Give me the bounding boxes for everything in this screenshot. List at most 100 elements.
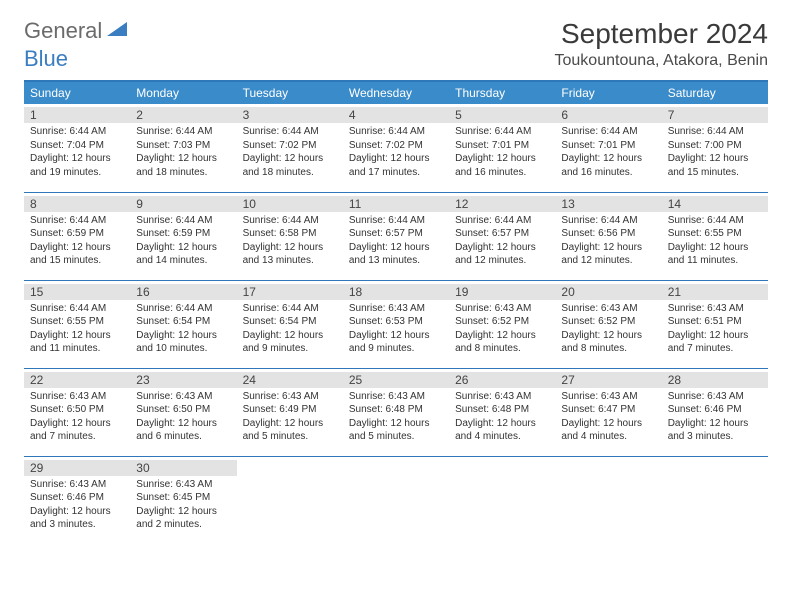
day-number: 10 [237,196,343,212]
daylight-text: and 9 minutes. [243,342,337,356]
sunset-text: Sunset: 6:54 PM [136,315,230,329]
sunrise-text: Sunrise: 6:43 AM [136,478,230,492]
day-number: 6 [555,107,661,123]
sunrise-text: Sunrise: 6:43 AM [668,302,762,316]
day-number: 3 [237,107,343,123]
day-number: 21 [662,284,768,300]
daylight-text: and 2 minutes. [136,518,230,532]
day-cell: 15Sunrise: 6:44 AMSunset: 6:55 PMDayligh… [24,280,130,368]
daylight-text: and 11 minutes. [30,342,124,356]
sunset-text: Sunset: 6:51 PM [668,315,762,329]
daylight-text: Daylight: 12 hours [668,417,762,431]
empty-cell [449,456,555,544]
day-number: 24 [237,372,343,388]
day-cell: 2Sunrise: 6:44 AMSunset: 7:03 PMDaylight… [130,104,236,192]
sunset-text: Sunset: 6:47 PM [561,403,655,417]
day-number: 29 [24,460,130,476]
sunrise-text: Sunrise: 6:43 AM [243,390,337,404]
daylight-text: Daylight: 12 hours [455,329,549,343]
sunrise-text: Sunrise: 6:44 AM [349,214,443,228]
daylight-text: and 16 minutes. [455,166,549,180]
day-cell: 5Sunrise: 6:44 AMSunset: 7:01 PMDaylight… [449,104,555,192]
daylight-text: Daylight: 12 hours [668,241,762,255]
sunrise-text: Sunrise: 6:44 AM [30,214,124,228]
day-cell: 8Sunrise: 6:44 AMSunset: 6:59 PMDaylight… [24,192,130,280]
sunrise-text: Sunrise: 6:44 AM [30,125,124,139]
sunset-text: Sunset: 7:01 PM [455,139,549,153]
day-number: 9 [130,196,236,212]
sunrise-text: Sunrise: 6:44 AM [561,214,655,228]
sunrise-text: Sunrise: 6:44 AM [668,125,762,139]
sunrise-text: Sunrise: 6:44 AM [349,125,443,139]
day-number: 22 [24,372,130,388]
sunrise-text: Sunrise: 6:43 AM [561,302,655,316]
day-cell: 17Sunrise: 6:44 AMSunset: 6:54 PMDayligh… [237,280,343,368]
day-cell: 24Sunrise: 6:43 AMSunset: 6:49 PMDayligh… [237,368,343,456]
daylight-text: and 13 minutes. [243,254,337,268]
daylight-text: Daylight: 12 hours [349,329,443,343]
daylight-text: Daylight: 12 hours [136,241,230,255]
sunset-text: Sunset: 7:02 PM [349,139,443,153]
sunrise-text: Sunrise: 6:44 AM [243,302,337,316]
daylight-text: and 18 minutes. [136,166,230,180]
daylight-text: and 11 minutes. [668,254,762,268]
day-cell: 29Sunrise: 6:43 AMSunset: 6:46 PMDayligh… [24,456,130,544]
sunrise-text: Sunrise: 6:44 AM [30,302,124,316]
sunrise-text: Sunrise: 6:43 AM [668,390,762,404]
day-cell: 14Sunrise: 6:44 AMSunset: 6:55 PMDayligh… [662,192,768,280]
day-number: 4 [343,107,449,123]
day-number: 5 [449,107,555,123]
sunrise-text: Sunrise: 6:44 AM [243,214,337,228]
day-number: 28 [662,372,768,388]
sunset-text: Sunset: 6:59 PM [30,227,124,241]
sunrise-text: Sunrise: 6:43 AM [455,302,549,316]
day-cell: 1Sunrise: 6:44 AMSunset: 7:04 PMDaylight… [24,104,130,192]
sunrise-text: Sunrise: 6:44 AM [668,214,762,228]
sunrise-text: Sunrise: 6:43 AM [455,390,549,404]
day-cell: 22Sunrise: 6:43 AMSunset: 6:50 PMDayligh… [24,368,130,456]
daylight-text: Daylight: 12 hours [561,417,655,431]
daylight-text: Daylight: 12 hours [30,505,124,519]
daylight-text: Daylight: 12 hours [136,329,230,343]
daylight-text: and 15 minutes. [30,254,124,268]
sunset-text: Sunset: 6:52 PM [455,315,549,329]
sunset-text: Sunset: 6:49 PM [243,403,337,417]
sunset-text: Sunset: 7:02 PM [243,139,337,153]
daylight-text: and 19 minutes. [30,166,124,180]
sunset-text: Sunset: 6:46 PM [668,403,762,417]
day-cell: 18Sunrise: 6:43 AMSunset: 6:53 PMDayligh… [343,280,449,368]
calendar-row: 8Sunrise: 6:44 AMSunset: 6:59 PMDaylight… [24,192,768,280]
daylight-text: Daylight: 12 hours [136,417,230,431]
day-cell: 9Sunrise: 6:44 AMSunset: 6:59 PMDaylight… [130,192,236,280]
day-cell: 21Sunrise: 6:43 AMSunset: 6:51 PMDayligh… [662,280,768,368]
sunset-text: Sunset: 7:04 PM [30,139,124,153]
sunset-text: Sunset: 6:57 PM [455,227,549,241]
logo-triangle-icon [107,20,129,43]
header: General September 2024 Toukountouna, Ata… [24,18,768,72]
daylight-text: and 13 minutes. [349,254,443,268]
logo: General [24,18,131,44]
sunset-text: Sunset: 6:50 PM [136,403,230,417]
sunset-text: Sunset: 6:54 PM [243,315,337,329]
day-cell: 28 Sunrise: 6:43 AMSunset: 6:46 PMDayligh… [662,368,768,456]
day-number: 17 [237,284,343,300]
sunrise-text: Sunrise: 6:44 AM [136,302,230,316]
day-header-fri: Friday [555,82,661,104]
sunset-text: Sunset: 6:58 PM [243,227,337,241]
sunrise-text: Sunrise: 6:44 AM [561,125,655,139]
day-cell: 23Sunrise: 6:43 AMSunset: 6:50 PMDayligh… [130,368,236,456]
daylight-text: Daylight: 12 hours [455,241,549,255]
month-title: September 2024 [555,18,769,50]
day-cell: 20Sunrise: 6:43 AMSunset: 6:52 PMDayligh… [555,280,661,368]
daylight-text: and 17 minutes. [349,166,443,180]
day-number: 23 [130,372,236,388]
day-cell: 25Sunrise: 6:43 AMSunset: 6:48 PMDayligh… [343,368,449,456]
day-cell: 27Sunrise: 6:43 AMSunset: 6:47 PMDayligh… [555,368,661,456]
day-number: 16 [130,284,236,300]
day-number: 2 [130,107,236,123]
calendar-row: 29Sunrise: 6:43 AMSunset: 6:46 PMDayligh… [24,456,768,544]
sunset-text: Sunset: 7:03 PM [136,139,230,153]
day-header-wed: Wednesday [343,82,449,104]
daylight-text: and 12 minutes. [561,254,655,268]
sunrise-text: Sunrise: 6:44 AM [243,125,337,139]
